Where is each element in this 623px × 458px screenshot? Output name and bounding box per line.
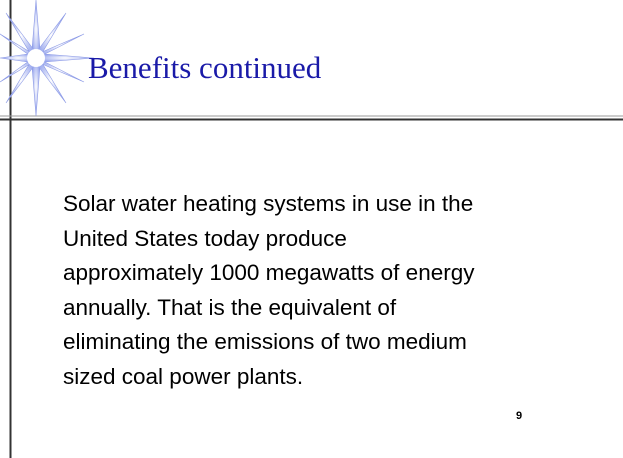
slide-title: Benefits continued <box>88 50 322 85</box>
body-line: sized coal power plants. <box>63 363 304 389</box>
body-line: Solar water heating systems in use in th… <box>63 191 474 216</box>
body-line: annually. That is the equivalent of <box>63 294 397 320</box>
page-number: 9 <box>516 410 523 422</box>
starburst <box>0 0 95 117</box>
body-line: eliminating the emissions of two medium <box>63 329 467 354</box>
body-line: United States today produce <box>63 225 347 251</box>
body-line: approximately 1000 megawatts of energy <box>63 260 475 285</box>
body-text: Solar water heating systems in use in th… <box>63 187 603 394</box>
